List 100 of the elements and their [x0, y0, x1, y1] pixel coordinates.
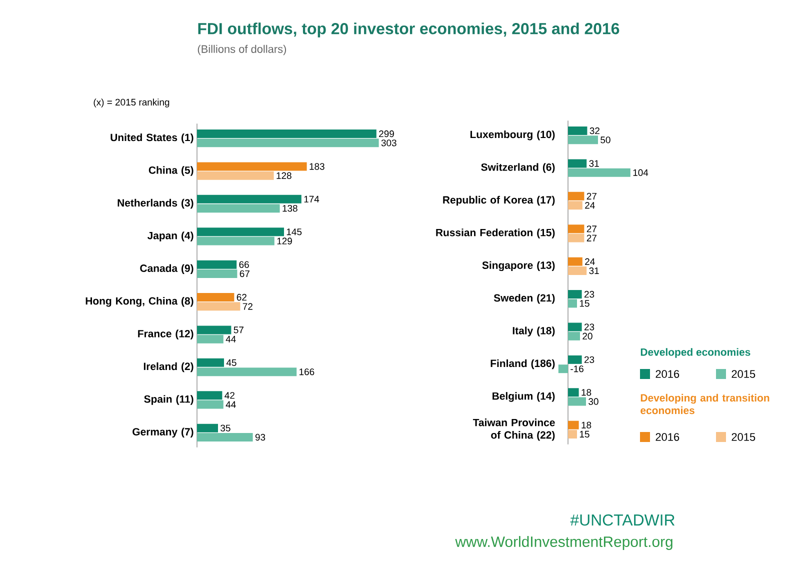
bar	[197, 260, 237, 269]
y-tick-label: Japan (4)	[147, 232, 194, 242]
chart-subtitle: (Billions of dollars)	[198, 44, 286, 56]
data-label: 18	[582, 422, 592, 428]
y-tick-label: Finland (186)	[490, 359, 555, 370]
y-tick-label: Canada (9)	[140, 264, 194, 274]
y-tick-label: Luxembourg (10)	[470, 130, 555, 140]
bar	[568, 397, 586, 406]
bar	[568, 355, 582, 364]
data-label: 35	[220, 424, 230, 432]
bar	[197, 236, 274, 246]
data-label: 27	[586, 234, 596, 242]
bar	[568, 332, 580, 340]
data-label: 27	[586, 226, 596, 232]
y-tick-label: Republic of Korea (17)	[443, 196, 555, 206]
y-tick-label: Singapore (13)	[482, 261, 555, 272]
data-label: 93	[255, 434, 266, 441]
data-label: 129	[277, 238, 292, 244]
bar	[197, 302, 240, 311]
data-label: 145	[286, 228, 302, 236]
data-label: 23	[584, 324, 594, 330]
y-tick-label: United States (1)	[110, 133, 194, 144]
bar	[197, 368, 297, 376]
y-tick-label: Taiwan Province of China (22)	[472, 418, 555, 441]
data-label: 138	[282, 204, 298, 212]
legend-label: 2015	[732, 433, 756, 441]
data-label: 166	[300, 368, 314, 376]
y-tick-label: Italy (18)	[512, 326, 555, 336]
bar	[197, 138, 379, 148]
bar	[568, 224, 584, 234]
bar	[568, 201, 582, 210]
legend-label: 2016	[656, 433, 680, 441]
data-label: 20	[582, 332, 592, 340]
y-tick-label: France (12)	[138, 330, 194, 340]
y-tick-label: Netherlands (3)	[118, 198, 194, 209]
data-label: 23	[584, 290, 594, 298]
text: (x) = 2015 ranking	[94, 98, 170, 108]
bar	[197, 358, 224, 367]
bar	[197, 204, 280, 213]
bar	[568, 322, 582, 332]
bar	[197, 391, 222, 400]
bar	[568, 126, 588, 136]
bar	[197, 293, 234, 302]
bar	[568, 430, 578, 438]
data-label: 50	[600, 136, 610, 144]
data-label: -16	[570, 365, 584, 372]
y-tick-label: China (5)	[148, 166, 194, 176]
data-label: 15	[580, 430, 590, 438]
bar	[197, 424, 218, 432]
data-label: 44	[226, 401, 236, 408]
bar	[197, 228, 284, 236]
bar	[568, 299, 578, 308]
data-label: 44	[226, 336, 236, 342]
bar	[558, 364, 568, 374]
data-label: 72	[242, 303, 252, 310]
data-label: 128	[276, 172, 292, 179]
bar	[568, 266, 587, 275]
bar	[568, 420, 579, 430]
bar	[568, 168, 630, 177]
chart-title: FDI outflows, top 20 investor economies, 2015 and 2016	[198, 22, 620, 38]
y-tick-label: Russian Federation (15)	[436, 228, 555, 238]
bar	[568, 159, 587, 168]
y-tick-label: Germany (7)	[132, 428, 194, 438]
data-label: 67	[240, 270, 250, 278]
data-label: 104	[633, 169, 648, 176]
bar	[568, 192, 584, 200]
bar	[568, 290, 582, 299]
bar	[568, 388, 579, 397]
text: Developed economies	[640, 348, 750, 358]
data-label: 23	[584, 356, 594, 364]
data-label: 57	[234, 326, 244, 334]
data-label: 27	[586, 192, 596, 200]
y-tick-label: Belgium (14)	[492, 392, 555, 402]
y-tick-label: Ireland (2)	[144, 362, 194, 372]
data-label: 183	[310, 163, 324, 170]
data-label: 15	[580, 300, 590, 307]
legend-label: 2015	[732, 370, 756, 378]
legend-label: 2016	[656, 370, 680, 378]
data-label: 299	[379, 130, 394, 138]
data-label: 62	[236, 294, 246, 301]
bar	[568, 234, 584, 242]
bar	[197, 326, 232, 334]
data-label: 45	[226, 359, 236, 366]
bar	[197, 400, 224, 409]
data-label: 24	[585, 202, 595, 209]
bar	[197, 334, 224, 344]
data-label: 32	[590, 127, 600, 134]
bar	[197, 269, 238, 278]
data-label: 42	[224, 392, 234, 399]
bar	[197, 171, 274, 180]
data-label: 303	[381, 140, 396, 146]
text: www.WorldInvestmentReport.org	[455, 536, 672, 550]
text: #UNCTADWIR	[570, 514, 675, 526]
data-label: 31	[589, 160, 599, 167]
data-label: 24	[585, 258, 595, 265]
bar	[197, 130, 376, 138]
data-label: 31	[589, 267, 599, 274]
y-tick-label: Spain (11)	[144, 395, 194, 405]
bar	[568, 257, 582, 266]
bar	[197, 162, 307, 171]
